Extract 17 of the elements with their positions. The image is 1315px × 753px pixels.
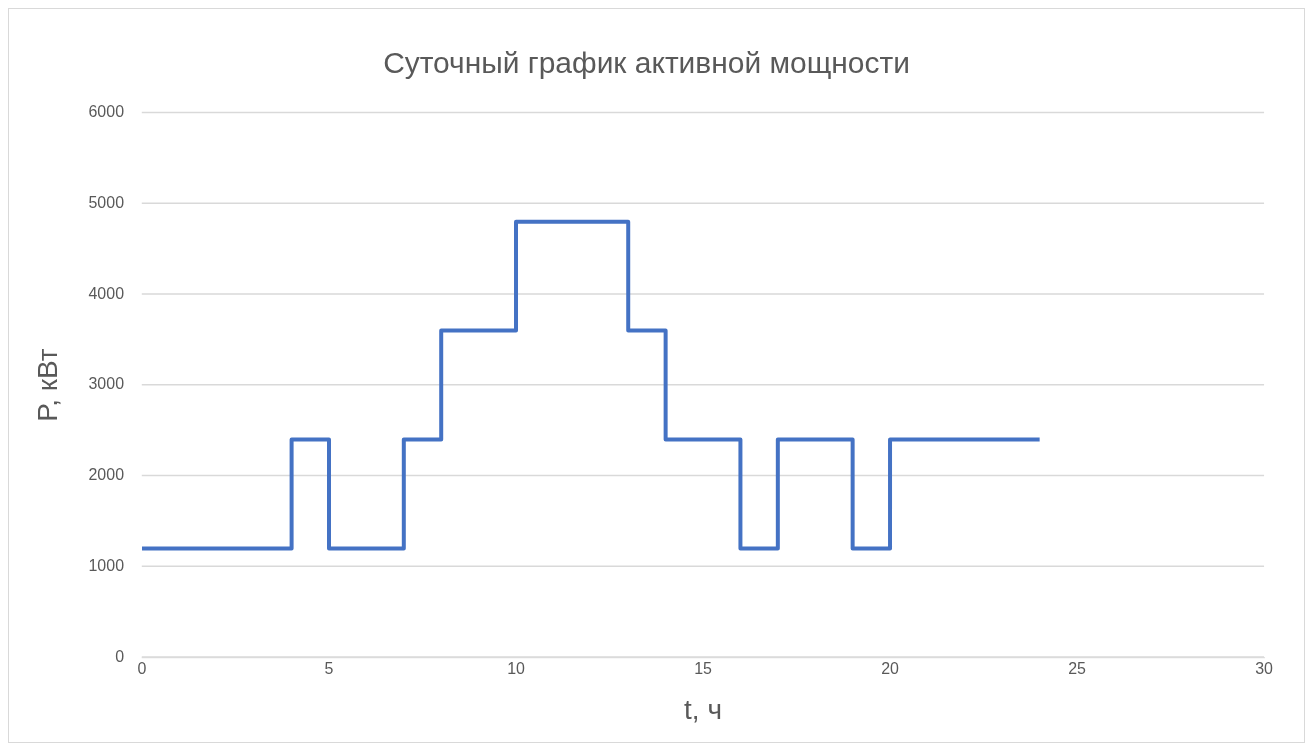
x-axis-title: t, ч	[684, 694, 722, 725]
x-tick-label: 10	[507, 660, 526, 678]
y-tick-label: 6000	[88, 103, 125, 121]
x-tick-label: 5	[324, 660, 334, 678]
y-tick-label: 4000	[88, 284, 125, 302]
y-tick-label: 1000	[88, 557, 125, 575]
x-tick-label: 25	[1068, 660, 1087, 678]
y-tick-label: 3000	[88, 375, 125, 393]
y-tick-label: 0	[115, 647, 125, 665]
y-tick-label: 2000	[88, 466, 125, 484]
x-tick-label: 15	[694, 660, 713, 678]
x-tick-label: 20	[881, 660, 900, 678]
y-tick-label: 5000	[88, 193, 125, 211]
chart-title: Суточный график активной мощности	[383, 46, 910, 80]
y-axis-title: P, кВт	[32, 348, 64, 422]
x-tick-label: 0	[137, 660, 147, 678]
x-tick-label: 30	[1255, 660, 1274, 678]
